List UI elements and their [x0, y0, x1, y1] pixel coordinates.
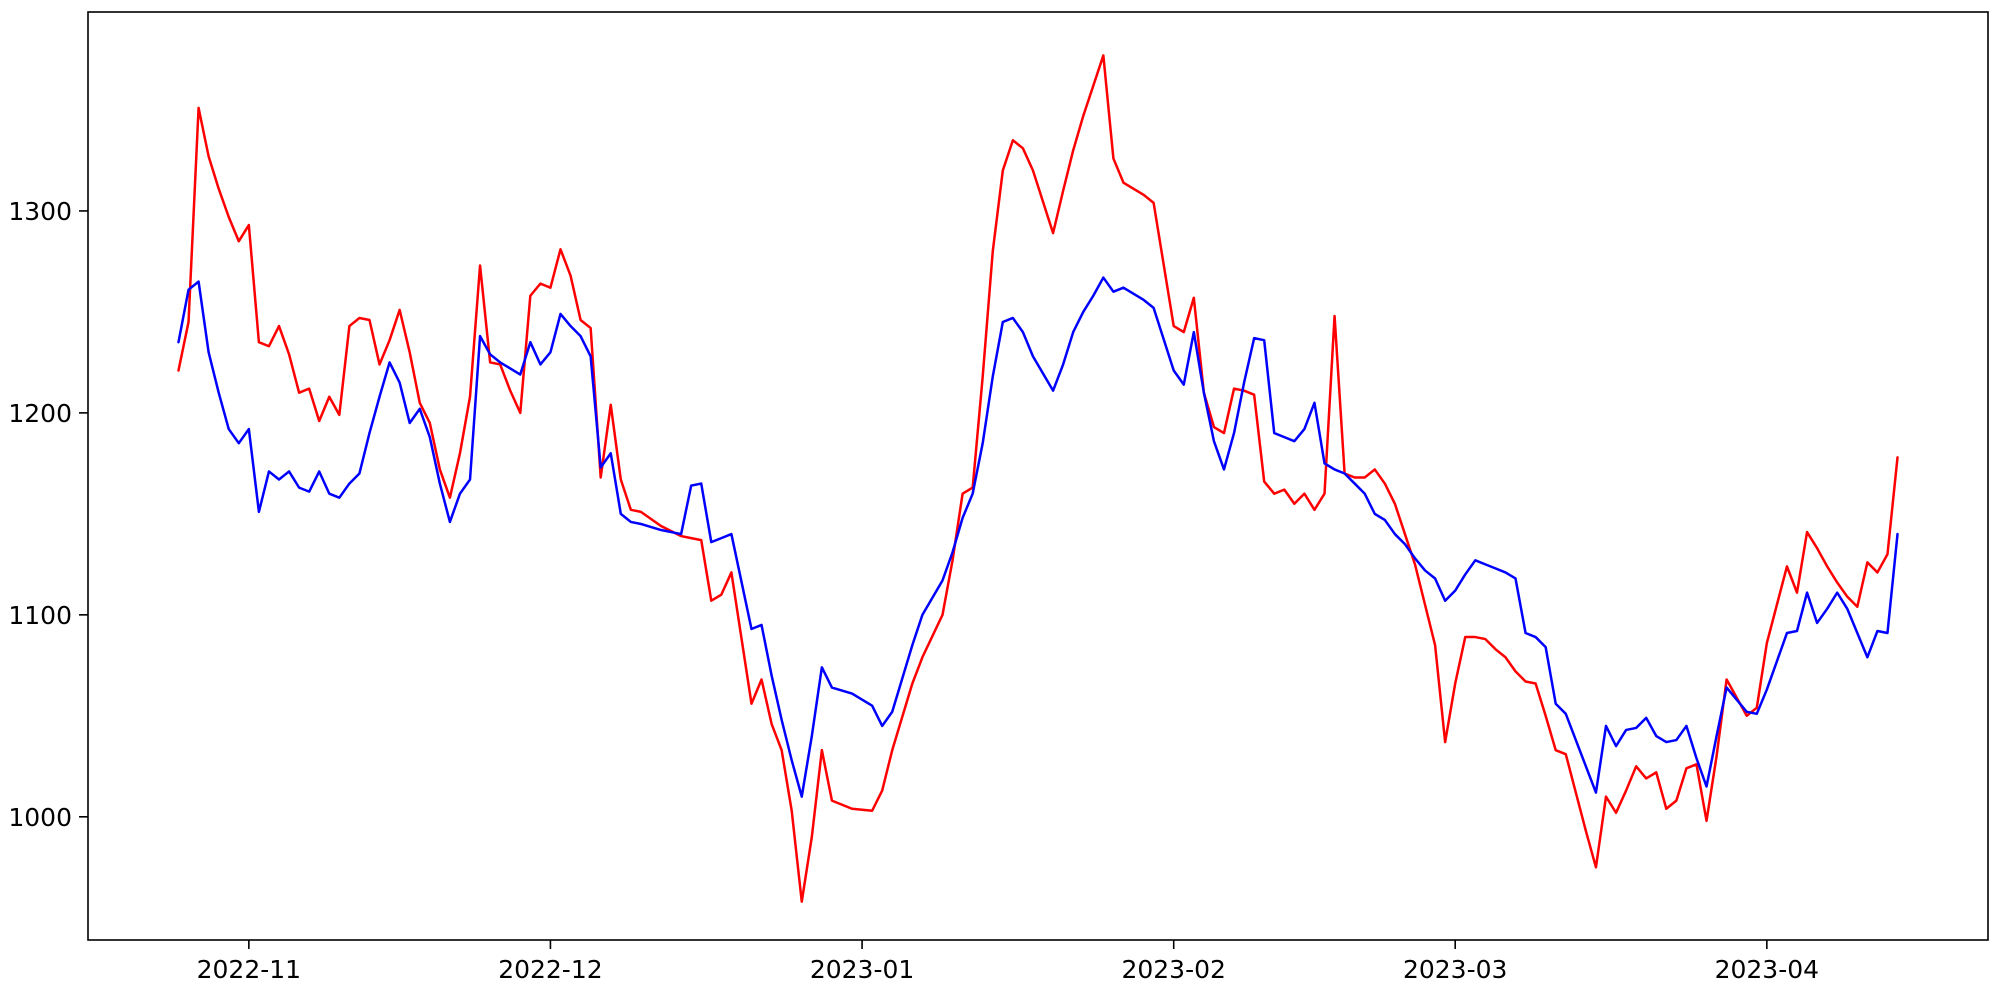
plot-border	[87, 11, 1989, 941]
x-tick-label-2022-12: 2022-12	[498, 955, 602, 984]
red-series-line	[177, 54, 1899, 903]
y-tick-label-1300: 1300	[8, 197, 72, 226]
y-tick-label-1100: 1100	[8, 601, 72, 630]
x-tick-label-2022-11: 2022-11	[197, 955, 301, 984]
y-tick-label-1200: 1200	[8, 399, 72, 428]
x-tick-label-2023-03: 2023-03	[1403, 955, 1507, 984]
x-tick-label-2023-02: 2023-02	[1121, 955, 1225, 984]
x-tick-label-2023-04: 2023-04	[1715, 955, 1819, 984]
x-tick-label-2023-01: 2023-01	[810, 955, 914, 984]
blue-series-line	[177, 276, 1899, 798]
y-tick-label-1000: 1000	[8, 803, 72, 832]
